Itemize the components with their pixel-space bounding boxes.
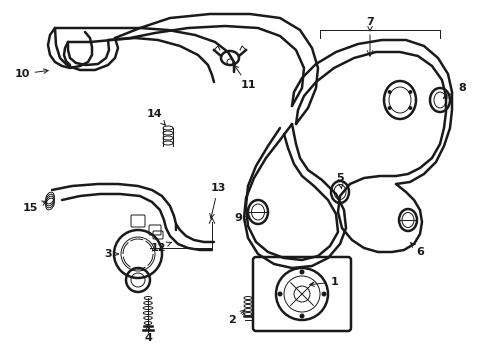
Text: 2: 2: [228, 310, 244, 325]
Circle shape: [387, 106, 391, 110]
Circle shape: [321, 292, 326, 297]
Text: 3: 3: [104, 249, 118, 259]
Text: 6: 6: [410, 243, 423, 257]
Circle shape: [387, 90, 391, 94]
Text: 11: 11: [234, 65, 255, 90]
Text: 10: 10: [14, 69, 48, 79]
Circle shape: [407, 90, 411, 94]
Circle shape: [299, 270, 304, 274]
Text: 7: 7: [366, 17, 373, 31]
Text: 13: 13: [209, 183, 225, 218]
Text: 4: 4: [144, 326, 152, 343]
Text: 5: 5: [336, 173, 343, 189]
Text: 14: 14: [147, 109, 165, 125]
Circle shape: [407, 106, 411, 110]
Text: 1: 1: [309, 277, 338, 287]
Circle shape: [299, 314, 304, 319]
Text: 12: 12: [150, 242, 171, 253]
Text: 8: 8: [443, 83, 465, 98]
Text: 15: 15: [22, 201, 46, 213]
Text: 9: 9: [234, 213, 248, 223]
Circle shape: [277, 292, 282, 297]
